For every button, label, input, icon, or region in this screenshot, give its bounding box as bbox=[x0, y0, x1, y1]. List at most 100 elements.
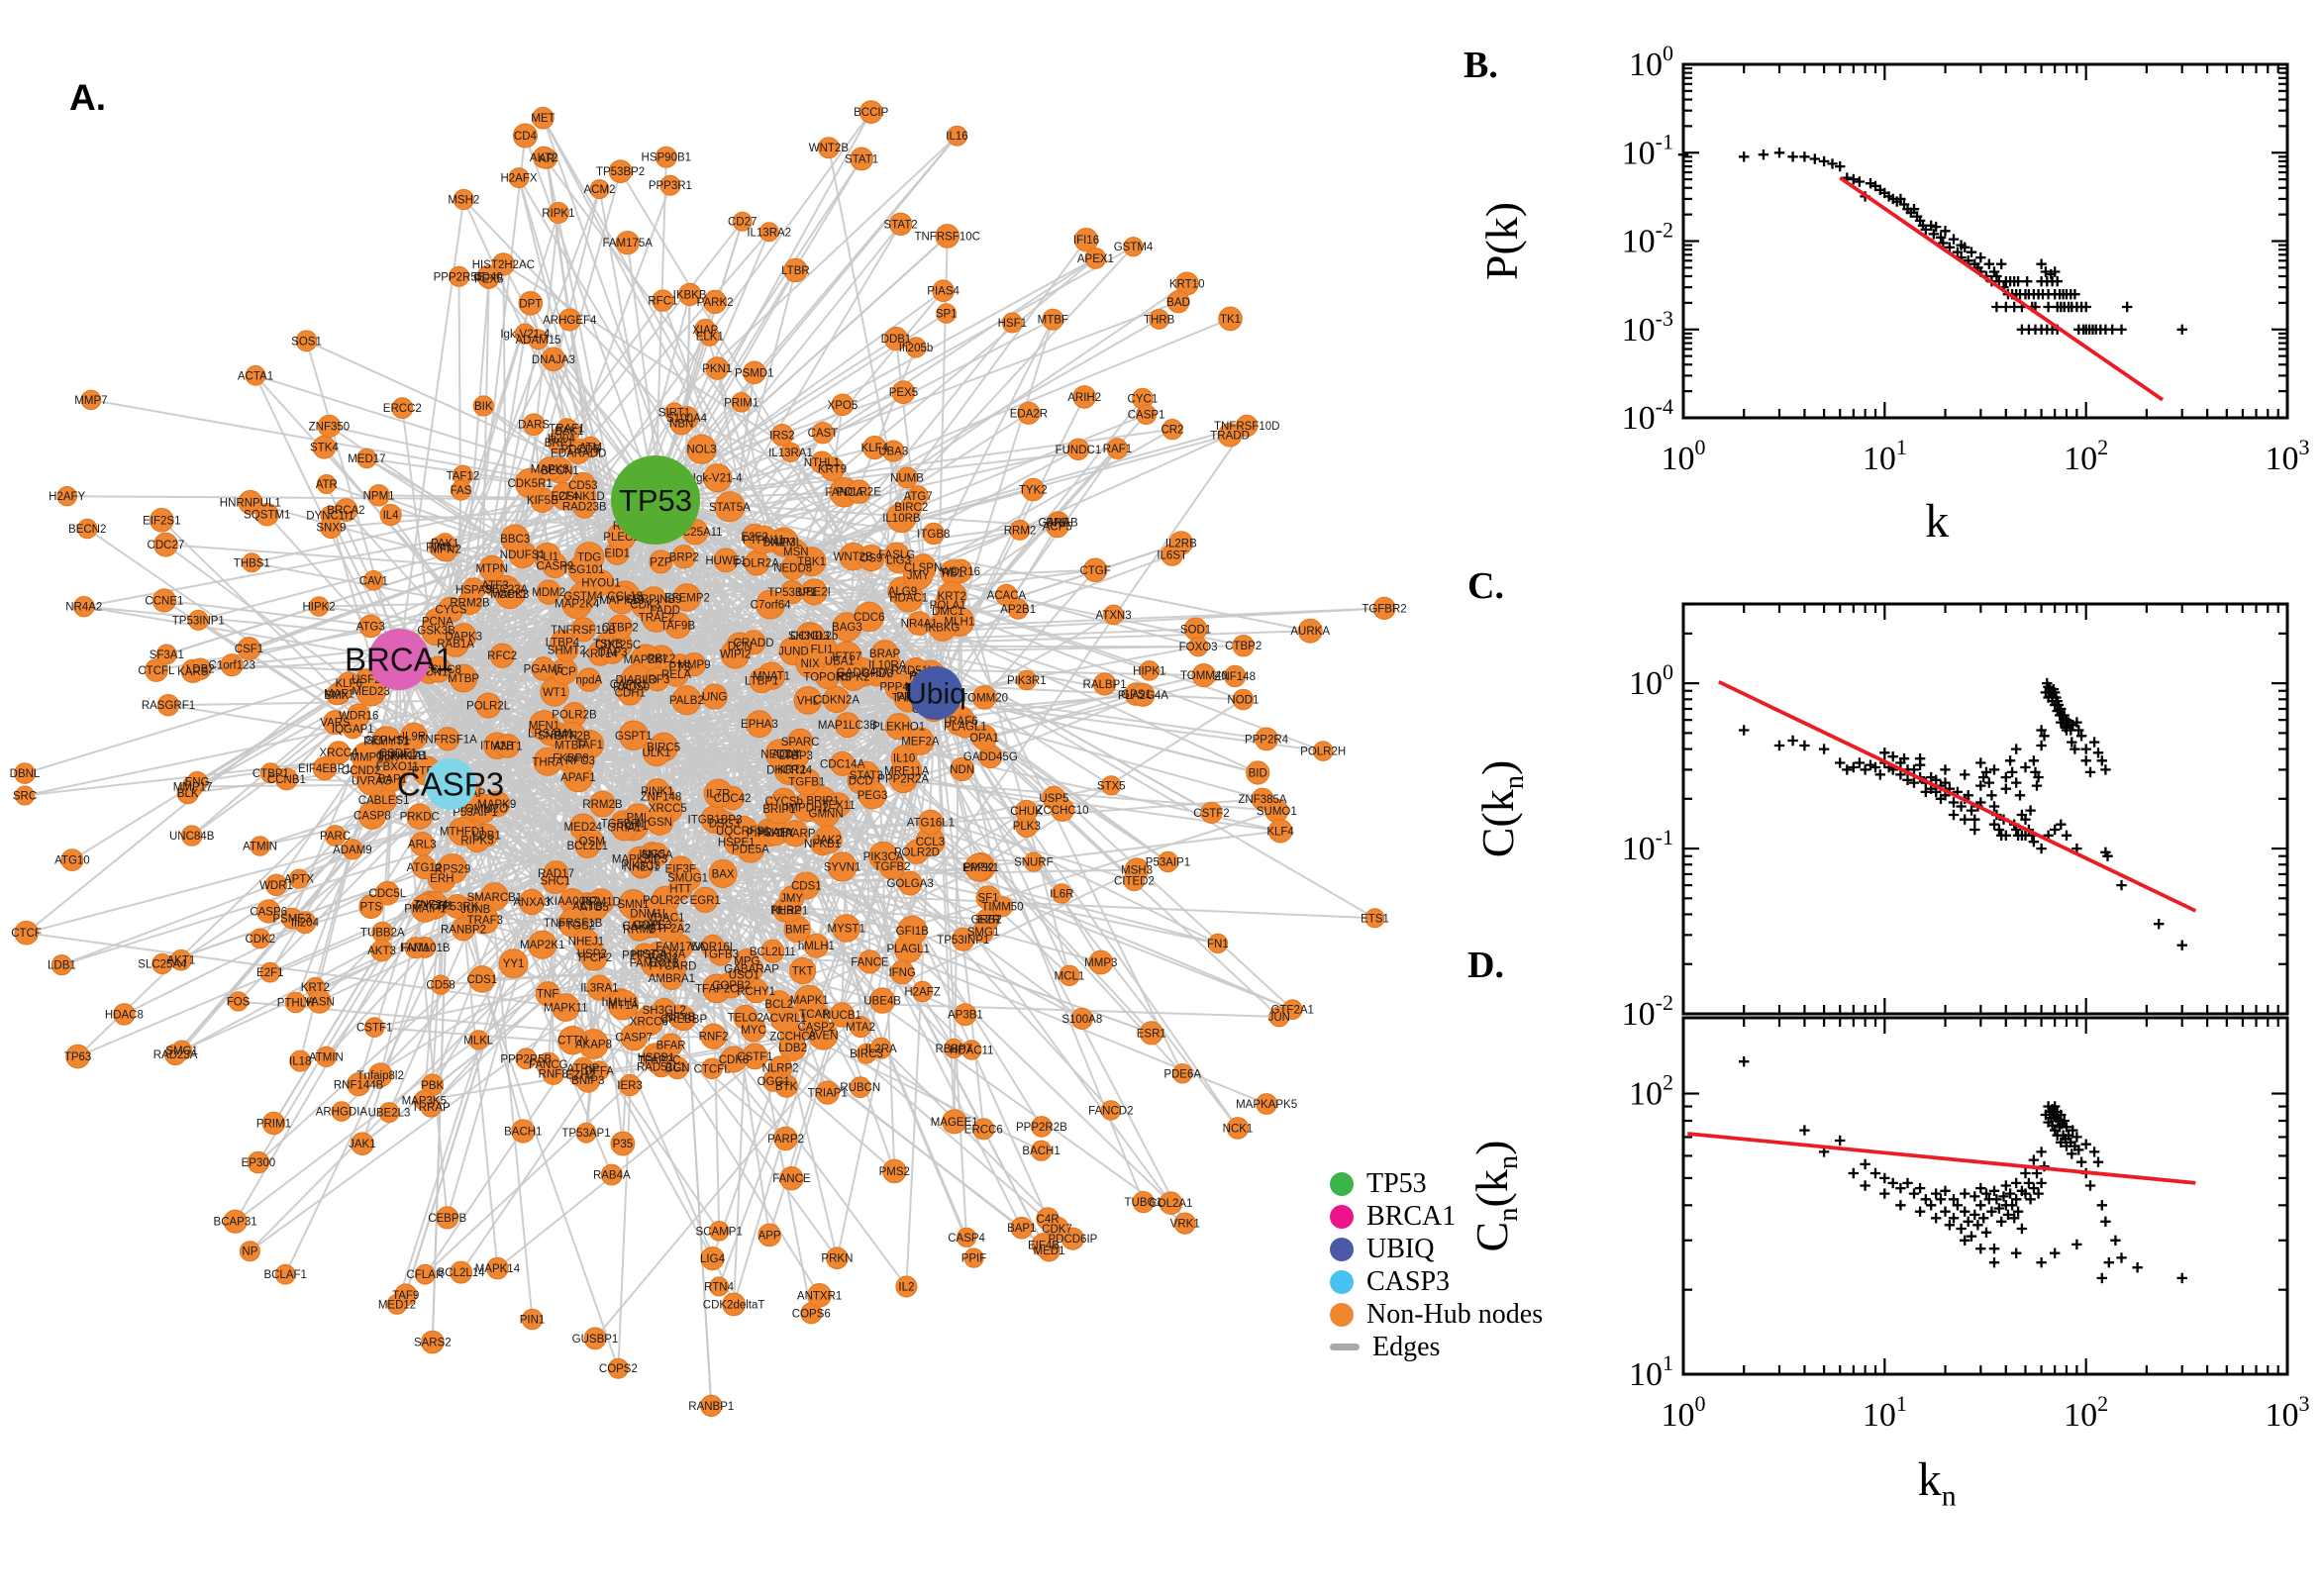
network-node[interactable] bbox=[655, 146, 677, 168]
network-node[interactable] bbox=[532, 106, 555, 130]
network-node[interactable] bbox=[575, 1122, 597, 1144]
network-node[interactable] bbox=[1073, 228, 1099, 252]
network-node[interactable] bbox=[541, 347, 566, 372]
network-node[interactable] bbox=[618, 720, 649, 750]
network-node[interactable] bbox=[764, 739, 795, 769]
network-node[interactable] bbox=[800, 578, 828, 606]
network-node[interactable] bbox=[995, 583, 1018, 607]
network-node[interactable] bbox=[1016, 669, 1038, 691]
network-node[interactable] bbox=[237, 637, 261, 661]
network-node[interactable] bbox=[518, 291, 544, 316]
network-node[interactable] bbox=[363, 570, 384, 591]
network-node[interactable] bbox=[700, 934, 725, 958]
network-node[interactable] bbox=[831, 393, 855, 417]
network-node[interactable] bbox=[557, 1026, 587, 1055]
network-node[interactable] bbox=[649, 549, 673, 574]
network-node[interactable] bbox=[827, 851, 858, 882]
network-node[interactable] bbox=[256, 899, 281, 924]
network-node[interactable] bbox=[1082, 557, 1108, 583]
network-node[interactable] bbox=[404, 937, 427, 959]
network-node[interactable] bbox=[370, 939, 393, 962]
network-node[interactable] bbox=[552, 993, 580, 1022]
network-node[interactable] bbox=[692, 886, 719, 913]
network-node[interactable] bbox=[1246, 760, 1270, 785]
network-node[interactable] bbox=[619, 1073, 642, 1097]
network-node[interactable] bbox=[431, 974, 452, 995]
network-node[interactable] bbox=[153, 532, 178, 557]
network-node[interactable] bbox=[331, 1101, 353, 1122]
network-node[interactable] bbox=[700, 1023, 727, 1049]
network-node[interactable] bbox=[705, 356, 730, 380]
network-node[interactable] bbox=[1010, 1216, 1034, 1240]
network-node[interactable] bbox=[1207, 933, 1229, 954]
network-node[interactable] bbox=[347, 1072, 371, 1097]
network-node[interactable] bbox=[239, 1241, 260, 1262]
network-node[interactable] bbox=[312, 756, 337, 781]
network-node[interactable] bbox=[1251, 787, 1274, 811]
network-node[interactable] bbox=[576, 667, 601, 692]
network-node[interactable] bbox=[897, 870, 923, 896]
network-node[interactable] bbox=[342, 839, 363, 860]
network-node[interactable] bbox=[792, 767, 821, 796]
network-node[interactable] bbox=[1001, 312, 1023, 334]
network-node[interactable] bbox=[451, 623, 477, 649]
network-node[interactable] bbox=[815, 1080, 840, 1105]
network-node[interactable] bbox=[14, 762, 36, 784]
network-node[interactable] bbox=[779, 1166, 804, 1191]
network-node[interactable] bbox=[858, 545, 885, 572]
network-node[interactable] bbox=[152, 588, 176, 613]
network-node[interactable] bbox=[610, 1131, 636, 1156]
network-node[interactable] bbox=[288, 868, 310, 889]
network-node[interactable] bbox=[659, 174, 681, 196]
network-node[interactable] bbox=[972, 1118, 995, 1141]
network-node[interactable] bbox=[250, 836, 270, 856]
network-node[interactable] bbox=[758, 1223, 781, 1247]
network-node[interactable] bbox=[181, 825, 203, 847]
network-node[interactable] bbox=[1072, 385, 1096, 409]
network-node[interactable] bbox=[80, 389, 102, 411]
network-node[interactable] bbox=[478, 554, 505, 582]
network-node[interactable] bbox=[1046, 515, 1069, 539]
network-node[interactable] bbox=[832, 914, 861, 943]
network-node[interactable] bbox=[512, 123, 538, 149]
network-node[interactable] bbox=[703, 289, 728, 314]
network-node[interactable] bbox=[1031, 1116, 1053, 1138]
network-node[interactable] bbox=[778, 1033, 807, 1061]
network-node[interactable] bbox=[922, 522, 945, 546]
network-node[interactable] bbox=[1132, 1191, 1155, 1214]
network-node[interactable] bbox=[316, 474, 337, 494]
network-node[interactable] bbox=[557, 308, 581, 332]
network-node[interactable] bbox=[773, 1126, 798, 1151]
network-node[interactable] bbox=[491, 252, 516, 276]
network-node[interactable] bbox=[1372, 596, 1396, 621]
network-node[interactable] bbox=[957, 1227, 977, 1247]
network-node[interactable] bbox=[1364, 908, 1385, 929]
network-node[interactable] bbox=[624, 803, 653, 832]
network-node[interactable] bbox=[736, 835, 765, 863]
network-node[interactable] bbox=[607, 585, 637, 615]
network-node[interactable] bbox=[897, 915, 928, 947]
network-node[interactable] bbox=[436, 1206, 459, 1230]
network-node[interactable] bbox=[770, 424, 794, 447]
network-node[interactable] bbox=[600, 1163, 623, 1186]
network-node[interactable] bbox=[950, 756, 974, 782]
network-node[interactable] bbox=[830, 750, 856, 776]
network-node[interactable] bbox=[961, 1040, 982, 1060]
network-node[interactable] bbox=[1100, 1100, 1122, 1121]
network-node[interactable] bbox=[971, 685, 997, 710]
network-node[interactable] bbox=[145, 658, 168, 682]
network-node[interactable] bbox=[250, 928, 271, 949]
network-node[interactable] bbox=[1042, 785, 1066, 811]
network-node[interactable] bbox=[1060, 1227, 1085, 1250]
network-node[interactable] bbox=[238, 489, 263, 515]
network-node[interactable] bbox=[731, 392, 753, 413]
network-node[interactable] bbox=[324, 825, 347, 847]
network-node[interactable] bbox=[259, 762, 281, 784]
network-node[interactable] bbox=[713, 548, 739, 573]
network-node[interactable] bbox=[367, 1062, 393, 1088]
network-node[interactable] bbox=[947, 125, 967, 147]
network-node[interactable] bbox=[832, 612, 862, 643]
network-node[interactable] bbox=[895, 1275, 918, 1298]
network-node[interactable] bbox=[515, 1047, 538, 1070]
network-node[interactable] bbox=[1131, 682, 1156, 707]
